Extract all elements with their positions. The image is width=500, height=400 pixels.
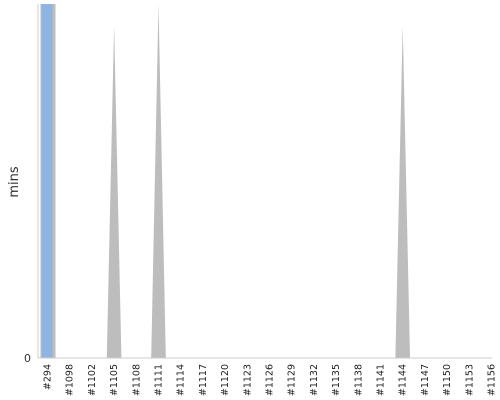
x-tick-label: #1129 xyxy=(287,364,298,396)
x-tick-label: #1108 xyxy=(131,364,142,396)
highlight-layer xyxy=(40,4,56,358)
x-tick-label: #1156 xyxy=(487,364,498,396)
y-tick-label: 0 xyxy=(24,352,31,365)
x-tick-label: #1105 xyxy=(109,364,120,396)
x-tick-label: #1114 xyxy=(176,364,187,396)
highlight-bar-294[interactable] xyxy=(41,4,53,358)
x-tick-label: #1150 xyxy=(442,364,453,396)
x-tick-label: #1138 xyxy=(353,364,364,396)
x-tick-label: #294 xyxy=(43,364,54,390)
x-tick-label: #1141 xyxy=(376,364,387,396)
area-series xyxy=(106,4,411,359)
area-spike-1105 xyxy=(106,25,122,359)
y-axis-label: mins xyxy=(7,166,22,198)
x-tick-label: #1123 xyxy=(242,364,253,396)
x-tick-label: #1102 xyxy=(87,364,98,396)
area-spike-1111 xyxy=(151,4,166,358)
x-tick-label: #1153 xyxy=(464,364,475,396)
x-tick-label: #1132 xyxy=(309,364,320,396)
area-spike-1144 xyxy=(395,25,411,359)
x-tick-label: #1117 xyxy=(198,364,209,396)
x-tick-label: #1120 xyxy=(220,364,231,396)
x-tick-label: #1147 xyxy=(420,364,431,396)
x-tick-label: #1111 xyxy=(154,364,165,396)
x-tick-label: #1126 xyxy=(265,364,276,396)
x-tick-labels: #294 #1098 #1102 #1105 #1108 #1111 #1114 #1117 #… xyxy=(43,364,498,396)
x-tick-label: #1135 xyxy=(331,364,342,396)
x-tick-label: #1098 xyxy=(65,364,76,396)
x-tick-label: #1144 xyxy=(398,364,409,396)
